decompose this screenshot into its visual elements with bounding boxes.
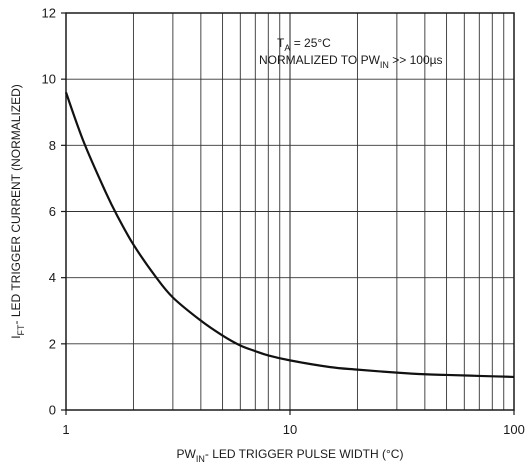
y-axis-label: IFT- LED TRIGGER CURRENT (NORMALIZED) <box>9 84 26 339</box>
series-line <box>64 92 515 379</box>
y-tick-label: 10 <box>42 72 56 87</box>
y-tick-label: 12 <box>42 6 56 21</box>
y-tick-labels: 0 2 4 6 8 10 12 <box>42 6 56 418</box>
x-tick-label: 10 <box>283 422 297 437</box>
y-tick-label: 4 <box>49 270 56 285</box>
x-tick-label: 100 <box>503 422 525 437</box>
x-axis-label: PWIN- LED TRIGGER PULSE WIDTH (°C) <box>177 447 404 464</box>
y-tick-label: 0 <box>49 403 56 418</box>
x-tick-labels: 1 10 100 <box>62 422 524 437</box>
y-tick-label: 6 <box>49 204 56 219</box>
grid-lines <box>66 13 514 410</box>
axis-ticks <box>61 12 515 415</box>
y-tick-label: 2 <box>49 336 56 351</box>
y-tick-label: 8 <box>49 138 56 153</box>
annotation-normalization: NORMALIZED TO PWIN >> 100µs <box>259 53 443 70</box>
x-tick-label: 1 <box>62 422 69 437</box>
annotation-temperature: TA = 25°C <box>277 36 331 53</box>
